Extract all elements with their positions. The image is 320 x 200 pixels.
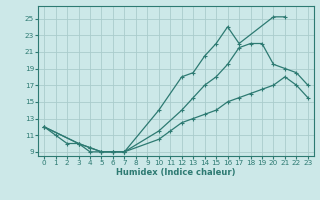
X-axis label: Humidex (Indice chaleur): Humidex (Indice chaleur) bbox=[116, 168, 236, 177]
